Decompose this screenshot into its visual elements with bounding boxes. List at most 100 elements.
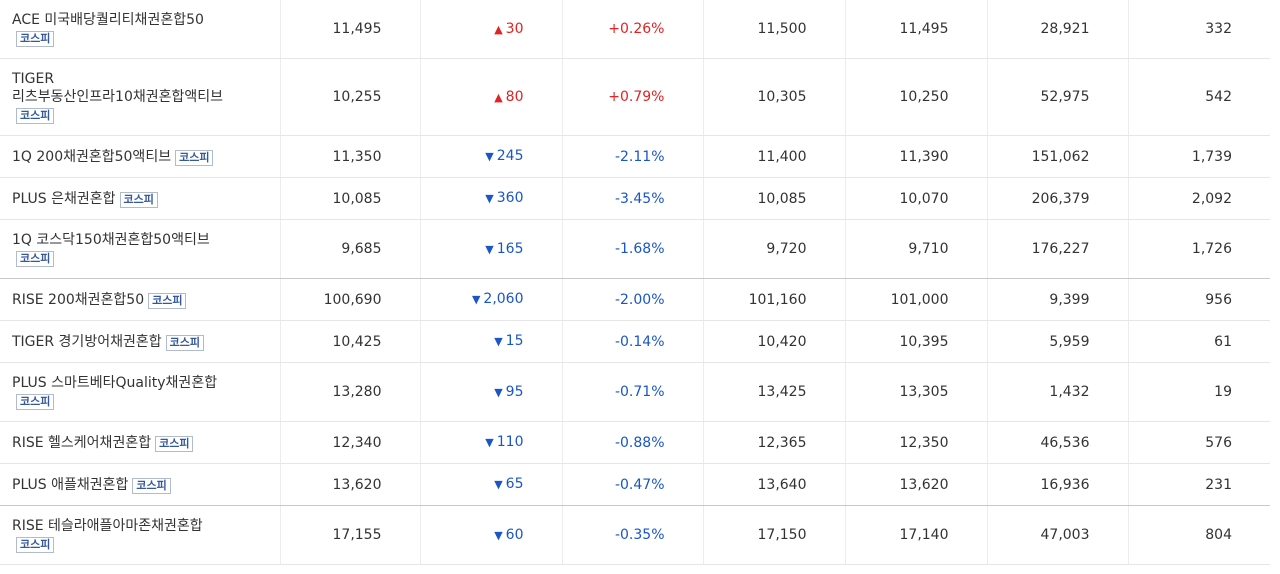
change: 65 [505,476,524,492]
market-tag: 코스피 [16,108,55,124]
price: 11,350 [280,135,421,178]
value-cell: 10,305 [703,58,846,136]
value-cell: 19 [1128,362,1270,422]
change: 80 [505,88,524,105]
change-rate: -0.35% [562,505,704,565]
price: 9,685 [280,219,421,279]
change-arrow: ▼ [485,150,494,163]
table-row: RISE 200채권혼합50 코스피 100,690 ▼ 2,060 -2.00% 101,… [0,278,1270,321]
name-wrap: TIGER 경기방어채권혼합 코스피 [12,333,237,351]
change-cell: ▼ 65 [420,463,563,506]
change-cell: ▼ 360 [420,177,563,220]
price: 17,155 [280,505,421,565]
name-cell: 1Q 코스닥150채권혼합50액티브코스피 [0,219,281,279]
price: 10,255 [280,58,421,136]
value-cell: 101,160 [703,278,846,321]
name-wrap: RISE 200채권혼합50 코스피 [12,291,237,309]
market-tag: 코스피 [165,334,204,351]
change-cell: ▲ 30 [420,0,563,59]
change-arrow: ▼ [494,478,503,491]
name-cell: 1Q 200채권혼합50액티브 코스피 [0,135,281,178]
value-cell: 16,936 [987,463,1129,506]
table-row: 1Q 200채권혼합50액티브 코스피 11,350 ▼ 245 -2.11% 11,400… [0,135,1270,178]
value-cell: 956 [1128,278,1270,321]
change-rate: +0.26% [562,0,704,59]
etf-name[interactable]: PLUS 스마트베타Quality채권혼합 [12,375,218,391]
value-cell: 542 [1128,58,1270,136]
change: 165 [496,240,524,257]
value-cell: 206,379 [987,177,1129,220]
price: 11,495 [280,0,421,59]
etf-name[interactable]: PLUS 애플채권혼합 [12,476,129,493]
change-arrow: ▲ [494,22,503,36]
price: 12,340 [280,421,421,464]
value-cell: 46,536 [987,421,1129,464]
name-cell: RISE 테슬라애플아마존채권혼합코스피 [0,505,281,565]
table-body: ACE 미국배당퀄리티채권혼합50코스피 11,495 ▲ 30 +0.26% 11,50… [0,0,1270,565]
name-cell: TIGER 경기방어채권혼합 코스피 [0,320,281,363]
value-cell: 10,420 [703,320,846,363]
value-cell: 13,305 [845,362,988,422]
name-wrap: PLUS 은채권혼합 코스피 [12,190,237,208]
value-cell: 13,640 [703,463,846,506]
change-arrow: ▲ [494,90,503,104]
etf-name[interactable]: RISE 테슬라애플아마존채권혼합 [12,518,203,534]
etf-name[interactable]: 1Q 코스닥150채권혼합50액티브 [12,232,210,248]
market-tag: 코스피 [16,251,55,267]
value-cell: 10,250 [845,58,988,136]
change-rate: -2.00% [562,278,704,321]
change: 2,060 [483,291,524,307]
etf-name[interactable]: PLUS 은채권혼합 [12,190,116,207]
table-row: RISE 헬스케어채권혼합 코스피 12,340 ▼ 110 -0.88% 12,365 12… [0,421,1270,464]
etf-name[interactable]: 1Q 200채권혼합50액티브 [12,148,172,165]
etf-name[interactable]: RISE 헬스케어채권혼합 [12,434,152,451]
price: 13,620 [280,463,421,506]
change-rate: -2.11% [562,135,704,178]
name-cell: PLUS 은채권혼합 코스피 [0,177,281,220]
change-arrow: ▼ [494,335,503,348]
change-cell: ▲ 80 [420,58,563,136]
change-rate: -0.47% [562,463,704,506]
name-cell: PLUS 스마트베타Quality채권혼합코스피 [0,362,281,422]
name-wrap: 1Q 200채권혼합50액티브 코스피 [12,148,237,166]
value-cell: 9,720 [703,219,846,279]
value-cell: 231 [1128,463,1270,506]
etf-name[interactable]: TIGER 경기방어채권혼합 [12,333,162,350]
name-wrap: PLUS 애플채권혼합 코스피 [12,476,237,494]
price: 10,085 [280,177,421,220]
change-arrow: ▼ [485,436,494,449]
change: 15 [505,333,524,349]
name-cell: RISE 헬스케어채권혼합 코스피 [0,421,281,464]
market-tag: 코스피 [16,537,55,553]
change-arrow: ▼ [471,293,481,306]
value-cell: 61 [1128,320,1270,363]
name-wrap: ACE 미국배당퀄리티채권혼합50 코스피 [12,11,237,47]
value-cell: 9,399 [987,278,1129,321]
table-row: TIGER 경기방어채권혼합 코스피 10,425 ▼ 15 -0.14% 10,420 10… [0,320,1270,363]
etf-name[interactable]: ACE 미국배당퀄리티채권혼합50 [12,12,204,28]
change-rate: -0.71% [562,362,704,422]
value-cell: 332 [1128,0,1270,59]
value-cell: 12,350 [845,421,988,464]
change: 30 [505,20,524,37]
value-cell: 101,000 [845,278,988,321]
change-cell: ▼ 95 [420,362,563,422]
name-wrap: 1Q 코스닥150채권혼합50액티브코스피 [12,231,237,267]
etf-name[interactable]: TIGER 리츠부동산인프라10채권혼합액티브 [12,71,224,105]
etf-name[interactable]: RISE 200채권혼합50 [12,291,145,308]
name-wrap: PLUS 스마트베타Quality채권혼합코스피 [12,374,237,410]
change-cell: ▼ 165 [420,219,563,279]
change-rate: -3.45% [562,177,704,220]
name-cell: TIGER 리츠부동산인프라10채권혼합액티브코스피 [0,58,281,136]
value-cell: 13,425 [703,362,846,422]
value-cell: 47,003 [987,505,1129,565]
market-tag: 코스피 [175,149,214,166]
name-wrap: TIGER 리츠부동산인프라10채권혼합액티브코스피 [12,70,237,124]
change-arrow: ▼ [485,192,494,205]
price: 10,425 [280,320,421,363]
value-cell: 9,710 [845,219,988,279]
value-cell: 576 [1128,421,1270,464]
change-cell: ▼ 15 [420,320,563,363]
value-cell: 17,140 [845,505,988,565]
